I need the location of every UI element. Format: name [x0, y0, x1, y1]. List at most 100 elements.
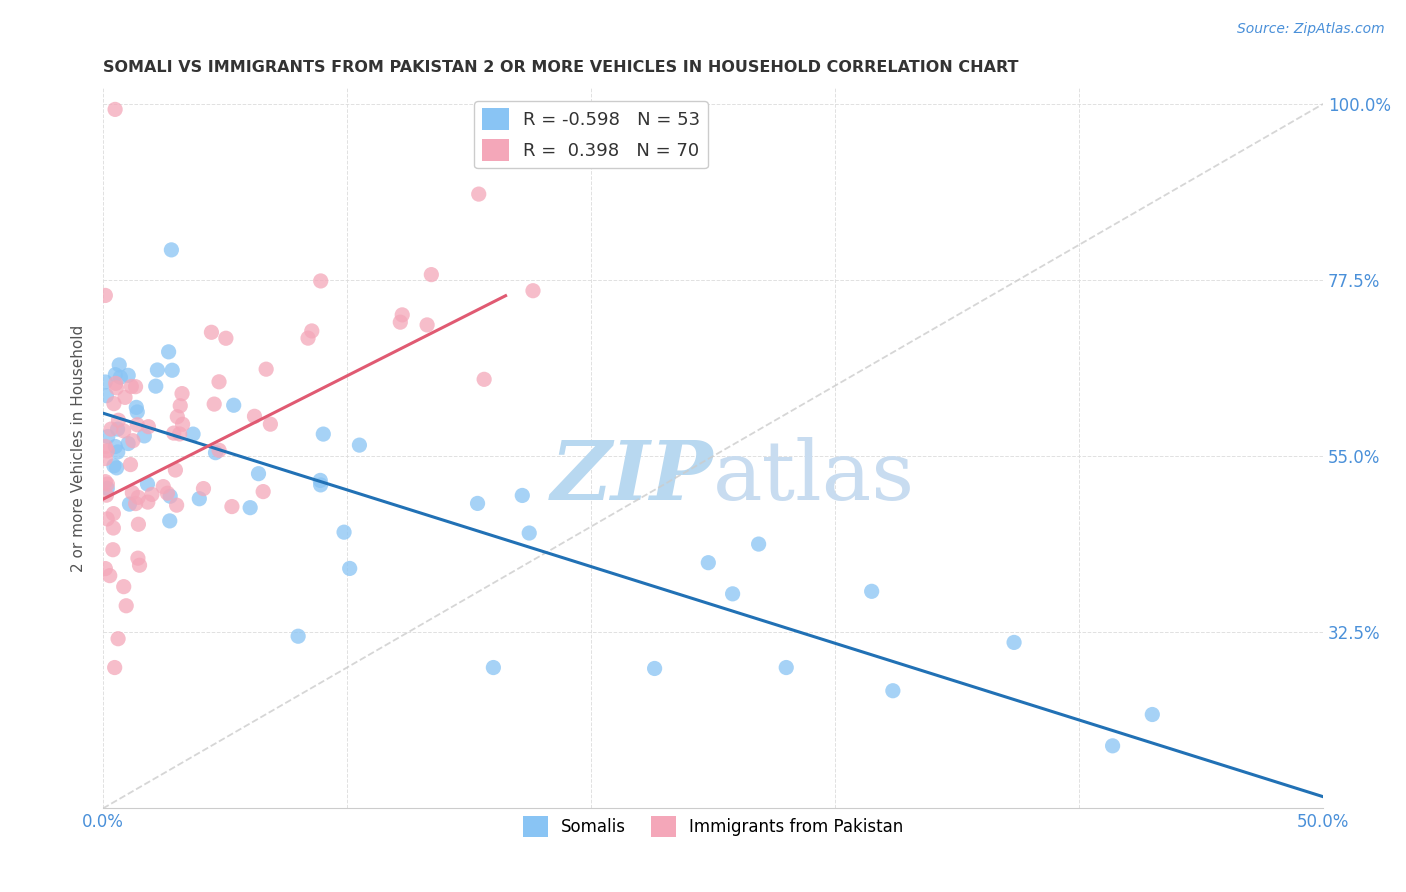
Point — [96, 389, 118, 403]
Point — [200, 326, 222, 340]
Point — [110, 370, 132, 384]
Point — [389, 315, 412, 329]
Point — [97, 429, 120, 443]
Point — [156, 486, 179, 500]
Point — [94, 451, 117, 466]
Point — [94, 475, 117, 489]
Point — [254, 362, 277, 376]
Point — [103, 396, 125, 410]
Point — [204, 445, 226, 459]
Point — [644, 661, 666, 675]
Point — [882, 683, 904, 698]
Point — [159, 489, 181, 503]
Point — [420, 268, 443, 282]
Point — [121, 434, 143, 448]
Point — [391, 308, 413, 322]
Point — [721, 587, 744, 601]
Point — [120, 458, 142, 472]
Point — [94, 375, 117, 389]
Point — [96, 481, 118, 495]
Point — [96, 512, 118, 526]
Point — [115, 599, 138, 613]
Text: Source: ZipAtlas.com: Source: ZipAtlas.com — [1237, 22, 1385, 37]
Point — [193, 482, 215, 496]
Point — [163, 426, 186, 441]
Point — [181, 427, 204, 442]
Point — [510, 488, 533, 502]
Point — [96, 443, 118, 458]
Point — [104, 440, 127, 454]
Point — [472, 372, 495, 386]
Point — [166, 409, 188, 424]
Point — [103, 458, 125, 473]
Point — [252, 484, 274, 499]
Point — [297, 331, 319, 345]
Point — [208, 443, 231, 458]
Point — [165, 463, 187, 477]
Point — [107, 632, 129, 646]
Point — [208, 375, 231, 389]
Point — [309, 274, 332, 288]
Point — [247, 467, 270, 481]
Point — [136, 477, 159, 491]
Point — [117, 436, 139, 450]
Point — [160, 363, 183, 377]
Point — [138, 419, 160, 434]
Point — [157, 344, 180, 359]
Point — [169, 426, 191, 441]
Point — [312, 427, 335, 442]
Point — [146, 363, 169, 377]
Point — [104, 660, 127, 674]
Point — [134, 429, 156, 443]
Point — [159, 514, 181, 528]
Point — [287, 629, 309, 643]
Point — [100, 422, 122, 436]
Point — [339, 561, 361, 575]
Point — [221, 500, 243, 514]
Point — [124, 379, 146, 393]
Point — [160, 243, 183, 257]
Point — [127, 417, 149, 432]
Point — [188, 491, 211, 506]
Point — [118, 497, 141, 511]
Point — [105, 461, 128, 475]
Point — [121, 485, 143, 500]
Point — [239, 500, 262, 515]
Point — [96, 488, 118, 502]
Point — [301, 324, 323, 338]
Point — [127, 551, 149, 566]
Point — [98, 568, 121, 582]
Point — [112, 580, 135, 594]
Point — [94, 561, 117, 575]
Point — [416, 318, 439, 332]
Point — [697, 556, 720, 570]
Point — [860, 584, 883, 599]
Point — [467, 496, 489, 510]
Point — [103, 521, 125, 535]
Point — [117, 368, 139, 383]
Point — [104, 376, 127, 391]
Point — [120, 379, 142, 393]
Point — [127, 491, 149, 505]
Point — [170, 386, 193, 401]
Point — [349, 438, 371, 452]
Point — [222, 398, 245, 412]
Point — [127, 517, 149, 532]
Point — [243, 409, 266, 424]
Point — [309, 478, 332, 492]
Point — [152, 480, 174, 494]
Point — [107, 445, 129, 459]
Point — [107, 422, 129, 436]
Point — [128, 558, 150, 573]
Point — [94, 439, 117, 453]
Point — [775, 660, 797, 674]
Point — [1142, 707, 1164, 722]
Point — [166, 498, 188, 512]
Point — [517, 526, 540, 541]
Point — [333, 525, 356, 540]
Point — [112, 424, 135, 438]
Point — [145, 379, 167, 393]
Point — [215, 331, 238, 345]
Point — [522, 284, 544, 298]
Point — [467, 187, 489, 202]
